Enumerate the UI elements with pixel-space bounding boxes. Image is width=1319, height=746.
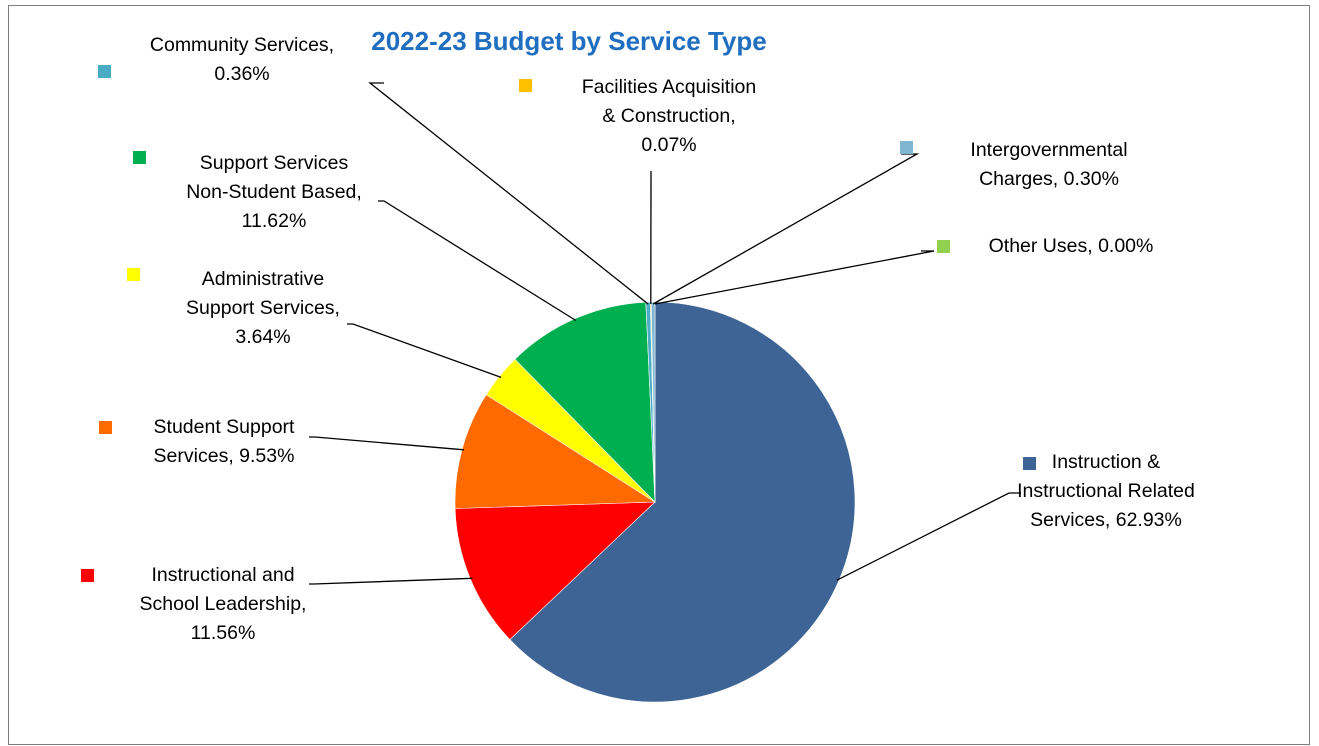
legend-key-support-services-non-student-based [133, 151, 146, 164]
legend-key-student-support-services [99, 421, 112, 434]
pie-chart: 2022-23 Budget by Service Type Instructi… [9, 6, 1311, 746]
data-label-community-services: Community Services,0.36% [150, 34, 334, 85]
leader-line-student-support-services [309, 437, 464, 450]
leader-line-instructional-and-school-leadership [309, 578, 472, 584]
leader-line-support-services-non-student-based [378, 201, 576, 321]
data-label-facilities-acquisition-construction: Facilities Acquisition& Construction,0.0… [582, 76, 757, 156]
data-label-other-uses: Other Uses, 0.00% [989, 235, 1154, 257]
leader-line-administrative-support-services [347, 324, 501, 377]
legend-key-administrative-support-services [127, 268, 140, 281]
legend-key-intergovernmental-charges [900, 141, 913, 154]
legend-key-community-services [98, 65, 111, 78]
legend-key-facilities-acquisition-construction [519, 79, 532, 92]
leader-line-other-uses [655, 251, 934, 304]
leader-line-intergovernmental-charges [653, 154, 917, 304]
leader-line-instruction-instructional-related-services [837, 493, 1021, 580]
legend-key-instruction-instructional-related-services [1023, 457, 1036, 470]
legend-key-other-uses [937, 240, 950, 253]
legend-key-instructional-and-school-leadership [81, 569, 94, 582]
chart-frame: 2022-23 Budget by Service Type Instructi… [8, 5, 1310, 745]
pie-slices [455, 302, 855, 702]
chart-title: 2022-23 Budget by Service Type [371, 26, 766, 56]
